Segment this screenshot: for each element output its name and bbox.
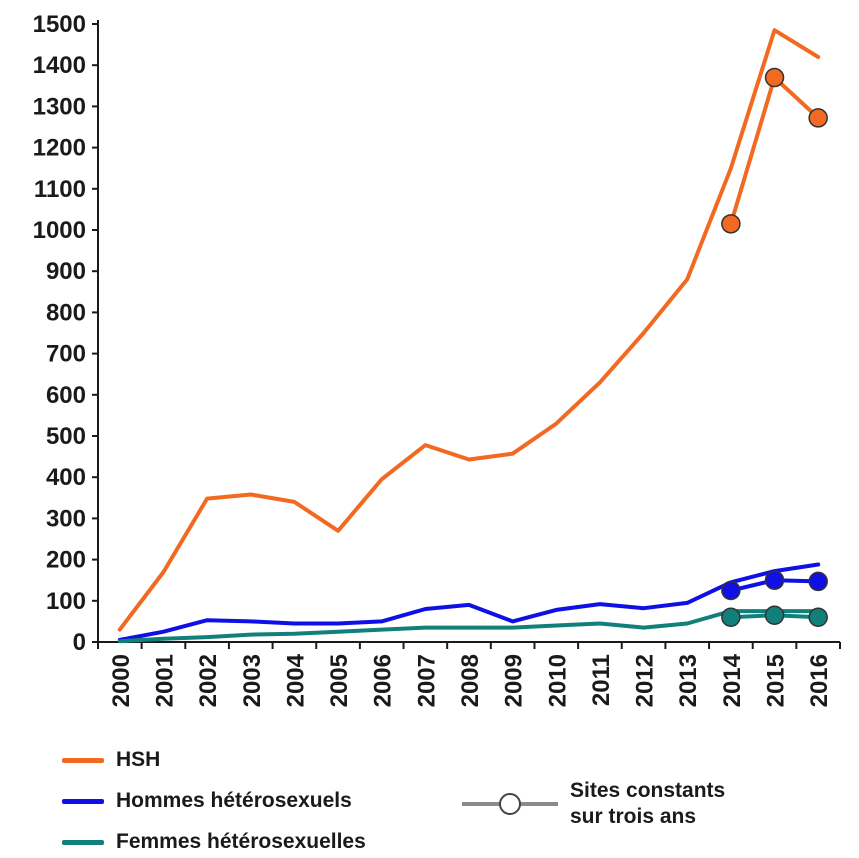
x-tick-label: 2002	[195, 654, 222, 707]
constant-sites-point	[764, 67, 785, 88]
constant-sites-point	[721, 607, 741, 628]
x-tick-label: 2016	[806, 654, 833, 707]
legend-swatch-femmes	[62, 839, 104, 845]
legend-label-hsh: HSH	[116, 748, 161, 771]
legend-label-sites-constants: Sites constants sur trois ans	[570, 778, 725, 830]
y-tick-label: 0	[73, 629, 86, 656]
constant-sites-point	[721, 580, 741, 601]
y-tick-label: 500	[46, 423, 86, 450]
x-tick-label: 2005	[326, 654, 353, 707]
series-line-0	[117, 28, 821, 632]
x-tick-label: 2000	[108, 654, 135, 707]
x-tick-label: 2011	[588, 654, 615, 706]
legend-swatch-hsh	[62, 757, 104, 763]
x-tick-label: 2010	[544, 654, 571, 707]
x-tick-label: 2003	[239, 654, 266, 707]
legend-swatch-hommes	[62, 798, 104, 804]
legend-item-sites-constants: Sites constants sur trois ans	[462, 778, 725, 830]
x-tick-label: 2006	[370, 654, 397, 707]
series-line-1	[117, 562, 821, 642]
y-tick-label: 1400	[33, 52, 86, 79]
legend-item-hommes: Hommes hétérosexuels	[62, 789, 352, 813]
constant-sites-point	[808, 607, 828, 628]
x-tick-label: 2015	[763, 654, 790, 707]
x-tick-label: 2008	[457, 654, 484, 707]
constant-sites-point	[808, 108, 828, 128]
y-tick-label: 1200	[33, 135, 86, 162]
x-tick-label: 2009	[501, 654, 528, 707]
y-tick-label: 600	[46, 382, 86, 409]
legend-label-hommes: Hommes hétérosexuels	[116, 789, 352, 812]
y-tick-label: 100	[46, 588, 86, 615]
x-tick-label: 2001	[151, 654, 178, 707]
constant-sites-line-0	[728, 75, 820, 225]
legend-label-femmes: Femmes hétérosexuelles	[116, 830, 366, 853]
y-tick-label: 900	[46, 258, 86, 285]
legend-item-hsh: HSH	[62, 748, 160, 772]
constant-sites-point	[764, 605, 785, 625]
x-tick-label: 2013	[675, 654, 702, 707]
legend-swatch-sites-constants	[462, 792, 558, 816]
constant-sites-point	[808, 571, 828, 592]
y-tick-label: 1000	[33, 217, 86, 244]
y-tick-label: 800	[46, 299, 86, 326]
x-tick-label: 2012	[632, 654, 659, 707]
y-tick-label: 700	[46, 341, 86, 368]
x-tick-label: 2007	[413, 654, 440, 707]
y-tick-label: 1500	[33, 11, 86, 38]
x-tick-label: 2014	[719, 653, 746, 707]
x-tick-label: 2004	[282, 653, 309, 707]
y-tick-label: 1300	[33, 93, 86, 120]
constant-sites-point	[764, 570, 785, 590]
legend-label-line2: sur trois ans	[570, 805, 697, 828]
y-tick-label: 200	[46, 547, 86, 574]
y-tick-label: 300	[46, 505, 86, 532]
constant-sites-point	[721, 214, 741, 234]
y-tick-label: 1100	[34, 176, 86, 203]
y-tick-label: 400	[46, 464, 86, 491]
series-line-2	[117, 609, 821, 644]
chart-area: 0 100 200 300 400 500 600 700 800 900 1000 1100 1200…	[33, 11, 841, 707]
legend-label-line1: Sites constants	[570, 779, 726, 802]
legend-item-femmes: Femmes hétérosexuelles	[62, 830, 366, 854]
